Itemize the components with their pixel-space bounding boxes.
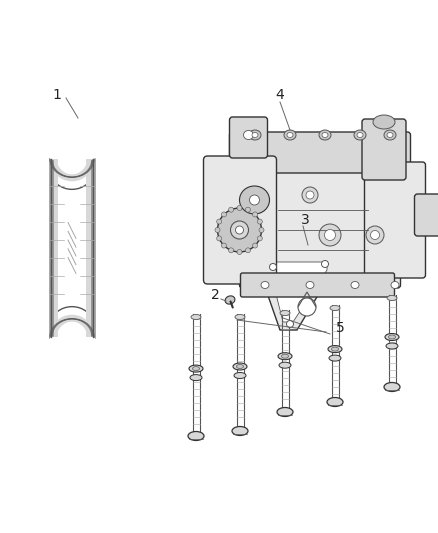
Ellipse shape <box>385 334 399 341</box>
Ellipse shape <box>306 191 314 199</box>
Ellipse shape <box>357 133 363 138</box>
Ellipse shape <box>225 296 235 304</box>
Ellipse shape <box>282 354 289 358</box>
Text: 5: 5 <box>336 321 344 335</box>
Ellipse shape <box>319 130 331 140</box>
Ellipse shape <box>258 236 262 241</box>
Ellipse shape <box>237 365 244 368</box>
Ellipse shape <box>235 314 245 319</box>
Text: 4: 4 <box>276 88 284 102</box>
Ellipse shape <box>259 228 264 232</box>
Ellipse shape <box>229 207 233 212</box>
Polygon shape <box>265 254 335 330</box>
Ellipse shape <box>389 335 396 339</box>
Ellipse shape <box>245 248 251 253</box>
Ellipse shape <box>325 230 336 240</box>
FancyBboxPatch shape <box>414 194 438 236</box>
Ellipse shape <box>306 281 314 288</box>
Ellipse shape <box>222 212 226 217</box>
Ellipse shape <box>190 375 202 381</box>
Ellipse shape <box>233 363 247 370</box>
Ellipse shape <box>332 347 339 351</box>
Ellipse shape <box>232 426 248 435</box>
Ellipse shape <box>261 281 269 288</box>
Ellipse shape <box>234 373 246 378</box>
Polygon shape <box>273 262 327 322</box>
Ellipse shape <box>244 131 254 140</box>
Ellipse shape <box>269 263 276 271</box>
Ellipse shape <box>236 226 244 234</box>
Text: 2: 2 <box>211 288 219 302</box>
Bar <box>50 159 58 337</box>
Ellipse shape <box>250 195 259 205</box>
Ellipse shape <box>373 115 395 129</box>
Ellipse shape <box>229 248 233 253</box>
Ellipse shape <box>284 130 296 140</box>
Ellipse shape <box>188 432 204 440</box>
Ellipse shape <box>253 243 258 248</box>
Ellipse shape <box>298 298 316 316</box>
Ellipse shape <box>387 133 393 138</box>
Ellipse shape <box>384 383 400 392</box>
FancyBboxPatch shape <box>230 117 268 158</box>
Ellipse shape <box>279 362 291 368</box>
Ellipse shape <box>354 130 366 140</box>
Ellipse shape <box>237 249 242 254</box>
Ellipse shape <box>280 311 290 316</box>
Ellipse shape <box>302 187 318 203</box>
Ellipse shape <box>287 133 293 138</box>
Ellipse shape <box>387 295 397 301</box>
Ellipse shape <box>328 345 342 353</box>
Ellipse shape <box>222 243 226 248</box>
Ellipse shape <box>322 133 328 138</box>
Ellipse shape <box>249 130 261 140</box>
Ellipse shape <box>327 398 343 407</box>
Ellipse shape <box>253 212 258 217</box>
Ellipse shape <box>391 281 399 288</box>
Ellipse shape <box>230 221 248 239</box>
Ellipse shape <box>217 236 222 241</box>
Ellipse shape <box>321 261 328 268</box>
FancyBboxPatch shape <box>362 119 406 180</box>
Ellipse shape <box>277 408 293 416</box>
Ellipse shape <box>245 207 251 212</box>
Wedge shape <box>50 159 94 181</box>
Ellipse shape <box>371 230 379 239</box>
Ellipse shape <box>384 130 396 140</box>
Wedge shape <box>50 314 94 337</box>
Ellipse shape <box>252 133 258 138</box>
Ellipse shape <box>278 353 292 360</box>
Ellipse shape <box>351 281 359 288</box>
Ellipse shape <box>386 343 398 349</box>
FancyBboxPatch shape <box>230 132 410 173</box>
Ellipse shape <box>286 320 293 327</box>
Ellipse shape <box>215 228 220 232</box>
Ellipse shape <box>330 305 340 311</box>
FancyBboxPatch shape <box>204 156 276 284</box>
Ellipse shape <box>218 208 261 252</box>
Ellipse shape <box>191 314 201 319</box>
Ellipse shape <box>217 219 222 224</box>
Ellipse shape <box>240 186 269 214</box>
FancyBboxPatch shape <box>240 273 395 297</box>
Ellipse shape <box>329 355 341 361</box>
Ellipse shape <box>237 206 242 211</box>
Ellipse shape <box>192 367 199 370</box>
Text: 1: 1 <box>53 88 61 102</box>
Ellipse shape <box>189 365 203 372</box>
FancyBboxPatch shape <box>364 162 425 278</box>
Bar <box>86 159 94 337</box>
Ellipse shape <box>366 226 384 244</box>
Ellipse shape <box>319 224 341 246</box>
Text: 3: 3 <box>300 213 309 227</box>
Ellipse shape <box>258 219 262 224</box>
FancyBboxPatch shape <box>240 152 400 288</box>
